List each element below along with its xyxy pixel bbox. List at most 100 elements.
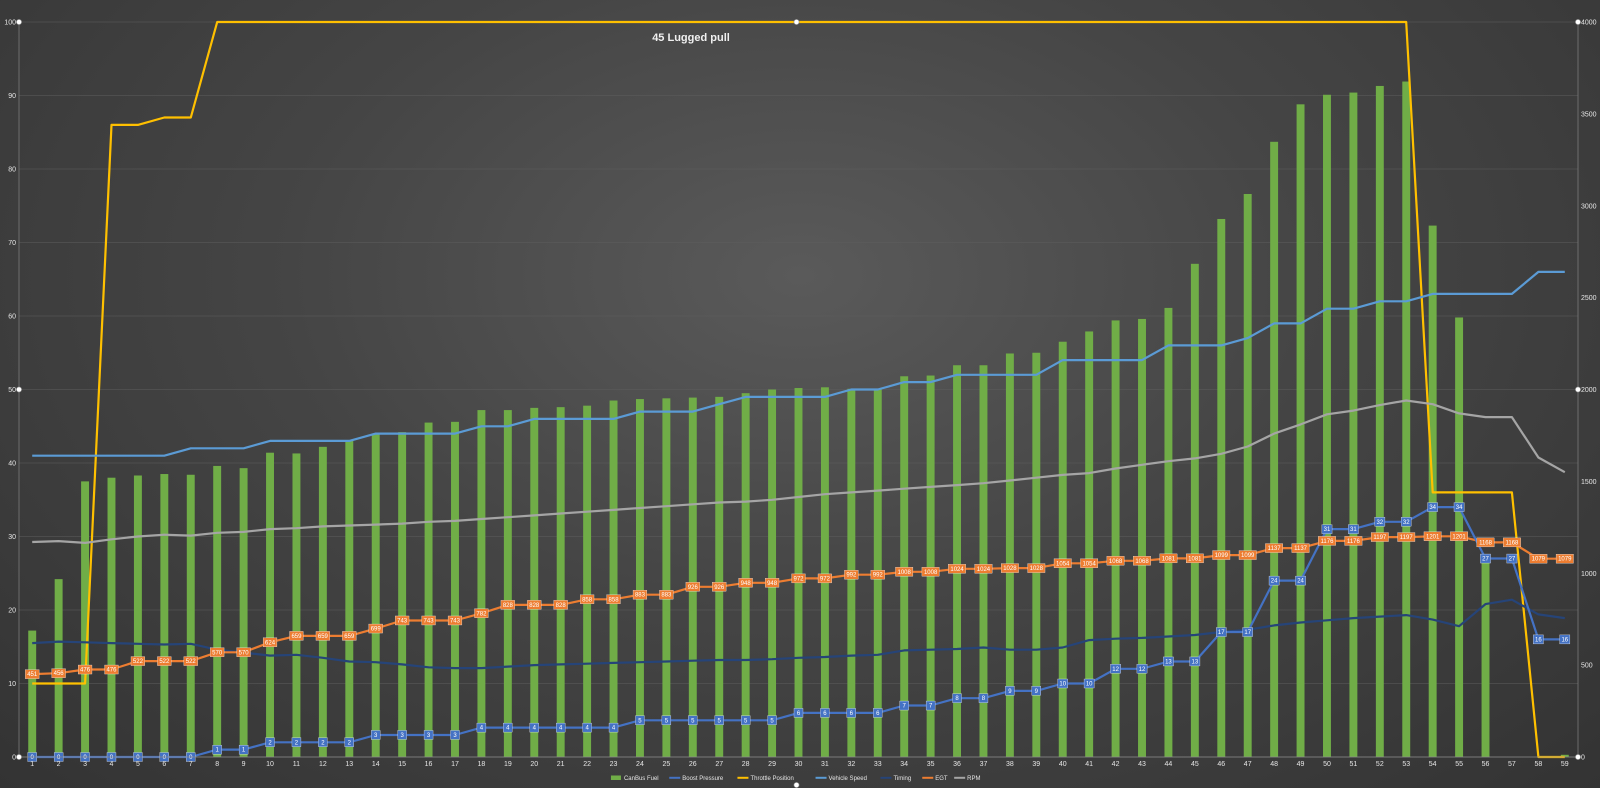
x-tick-label: 54 [1429, 761, 1437, 768]
resize-handle[interactable] [1575, 754, 1581, 760]
data-label-box [1397, 532, 1416, 542]
x-tick-label: 44 [1165, 761, 1173, 768]
x-tick-label: 42 [1112, 761, 1120, 768]
bar [477, 410, 486, 757]
data-label: 3 [374, 733, 378, 739]
legend-label-canbus-fuel: CanBus Fuel [624, 776, 659, 782]
bar [1270, 141, 1279, 757]
data-label-box [895, 567, 914, 577]
data-label: 17 [1218, 630, 1225, 636]
data-label-box [1400, 517, 1412, 527]
x-tick-label: 38 [1006, 761, 1014, 768]
legend-label-timing: Timing [893, 776, 911, 782]
y-left-tick-label: 30 [8, 534, 16, 541]
data-label-box [183, 656, 198, 666]
bar [213, 465, 222, 757]
data-label-box [767, 715, 777, 725]
bar [239, 468, 248, 757]
resize-handle[interactable] [16, 386, 22, 393]
data-label: 4 [533, 726, 537, 732]
x-tick-label: 48 [1270, 761, 1278, 768]
data-label: 2 [268, 740, 272, 746]
data-label: 32 [1376, 520, 1383, 526]
data-label: 6 [850, 711, 854, 717]
bar [81, 481, 90, 757]
data-label: 32 [1403, 520, 1410, 526]
y-left-tick-label: 10 [8, 681, 16, 688]
bar [398, 432, 407, 757]
data-label: 456 [54, 671, 65, 677]
data-label-box [371, 730, 381, 740]
data-label-box [1268, 575, 1280, 586]
data-label: 1068 [1109, 559, 1123, 565]
resize-handle[interactable] [16, 754, 22, 760]
data-label: 828 [529, 603, 540, 609]
y-right-tick-label: 1500 [1581, 479, 1597, 486]
data-label-box [1216, 627, 1227, 637]
x-tick-label: 33 [874, 761, 882, 768]
line-rpm [32, 399, 1566, 545]
data-label-box [236, 647, 251, 657]
data-label: 16 [1535, 637, 1542, 643]
bar [688, 397, 697, 757]
data-label: 743 [397, 618, 408, 624]
data-label-box [1083, 678, 1095, 689]
data-label-box [688, 715, 698, 725]
x-tick-label: 14 [372, 761, 380, 768]
data-label: 0 [189, 755, 193, 761]
x-tick-label: 58 [1534, 761, 1542, 768]
bar [107, 477, 116, 757]
data-label: 5 [718, 718, 722, 724]
bar [1111, 320, 1120, 757]
data-label-box [157, 656, 172, 666]
data-label: 743 [450, 618, 461, 624]
x-tick-label: 52 [1376, 761, 1384, 768]
data-label-box [1133, 556, 1151, 566]
y-right-tick-label: 3000 [1581, 203, 1597, 210]
x-tick-label: 20 [530, 761, 538, 768]
x-tick-label: 47 [1244, 761, 1252, 768]
data-label: 743 [424, 618, 435, 624]
data-label-box [925, 700, 936, 711]
data-label-box [1110, 664, 1121, 674]
resize-handle[interactable] [1575, 19, 1581, 25]
resize-handle[interactable] [793, 19, 800, 25]
x-tick-label: 18 [478, 761, 486, 768]
bar [1296, 104, 1305, 757]
data-label-box [1242, 627, 1253, 637]
data-label-box [948, 564, 966, 574]
data-label: 12 [1112, 667, 1119, 673]
selection-handles[interactable] [16, 19, 1581, 788]
bar [609, 400, 618, 757]
data-label: 31 [1350, 527, 1357, 533]
line-vehicle-speed [32, 270, 1565, 457]
data-label: 7 [903, 704, 907, 710]
data-label: 2 [295, 740, 299, 746]
data-label: 1028 [1030, 566, 1044, 572]
data-label-box [844, 570, 859, 580]
data-label-box [289, 631, 304, 641]
data-label-box [952, 693, 962, 703]
data-label: 1079 [1558, 557, 1572, 563]
x-tick-label: 36 [953, 761, 961, 768]
data-label-box [1057, 678, 1068, 689]
bar [926, 375, 935, 757]
data-label-box [342, 631, 357, 641]
data-label-box [1529, 554, 1548, 564]
y-left-tick-label: 100 [4, 20, 16, 27]
data-label: 828 [556, 603, 567, 609]
data-label-box [447, 615, 463, 626]
x-tick-label: 49 [1297, 761, 1305, 768]
data-label-box [527, 600, 542, 610]
resize-handle[interactable] [793, 782, 800, 788]
bar [371, 433, 380, 757]
x-tick-label: 16 [425, 761, 433, 768]
resize-handle[interactable] [1575, 386, 1581, 393]
data-label: 1099 [1215, 553, 1229, 559]
data-label: 1201 [1426, 534, 1440, 540]
y-left-tick-label: 50 [8, 387, 16, 394]
data-label-box [421, 615, 436, 626]
resize-handle[interactable] [16, 19, 22, 25]
data-label: 1008 [924, 570, 938, 576]
data-label: 6 [876, 711, 880, 717]
